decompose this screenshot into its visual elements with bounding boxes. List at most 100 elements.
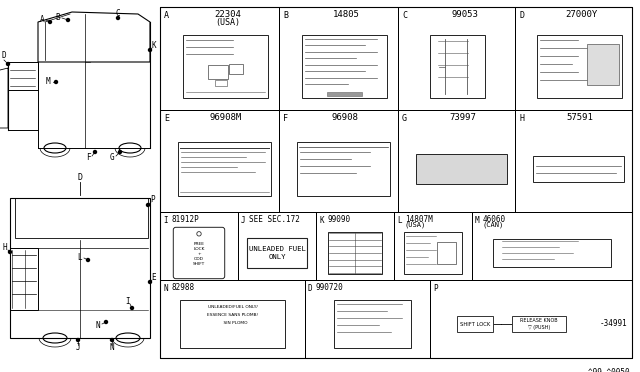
Bar (328, 92, 362, 96)
Text: 99090: 99090 (327, 215, 350, 224)
Bar (398, 110, 515, 212)
Text: L: L (77, 253, 83, 263)
Text: J: J (76, 343, 80, 353)
Text: 57591: 57591 (566, 113, 593, 122)
Circle shape (116, 16, 120, 19)
Bar (404, 232, 461, 274)
Text: 73997: 73997 (449, 113, 476, 122)
Circle shape (131, 307, 134, 310)
Text: E: E (164, 114, 169, 123)
Text: 14807M: 14807M (405, 215, 433, 224)
Bar (437, 243, 456, 263)
Text: UNLEADED FUEL
ONLY: UNLEADED FUEL ONLY (248, 246, 305, 260)
Circle shape (148, 280, 152, 283)
Bar (182, 35, 268, 99)
Bar (160, 7, 632, 358)
Bar (228, 64, 243, 74)
Text: I: I (163, 216, 168, 225)
Text: UNLEADED/FUEL ONLY/: UNLEADED/FUEL ONLY/ (207, 305, 257, 309)
Text: K: K (152, 42, 156, 51)
Text: B: B (283, 11, 288, 20)
Bar (430, 35, 485, 99)
Text: I: I (125, 298, 131, 307)
Text: 96908M: 96908M (209, 113, 242, 122)
Bar (305, 280, 430, 358)
Text: 46060: 46060 (483, 215, 506, 224)
Bar (279, 7, 398, 110)
Bar (398, 7, 515, 110)
Bar (160, 110, 279, 212)
Text: ▽ (PUSH): ▽ (PUSH) (528, 326, 550, 330)
Text: 27000Y: 27000Y (565, 10, 598, 19)
Text: F: F (86, 154, 90, 163)
Circle shape (6, 62, 10, 65)
Text: 990720: 990720 (316, 283, 344, 292)
Bar (160, 212, 238, 280)
Text: D: D (308, 284, 312, 293)
Circle shape (49, 20, 51, 23)
Text: B: B (56, 13, 60, 22)
Bar (533, 156, 624, 182)
Bar (416, 154, 507, 184)
Bar (493, 239, 611, 267)
Text: -34991: -34991 (599, 320, 627, 328)
Text: 14805: 14805 (333, 10, 360, 19)
Text: SHIFT LOCK: SHIFT LOCK (460, 321, 490, 327)
Bar (160, 7, 279, 110)
Text: RELEASE KNOB: RELEASE KNOB (520, 318, 558, 324)
Text: (CAN): (CAN) (483, 222, 504, 228)
Bar (430, 280, 632, 358)
Text: A: A (164, 11, 169, 20)
Bar (297, 142, 390, 196)
Text: M: M (475, 216, 479, 225)
Bar (587, 44, 619, 85)
Text: N: N (163, 284, 168, 293)
Text: (USA): (USA) (215, 18, 240, 27)
Text: D: D (2, 51, 6, 61)
Text: K: K (319, 216, 324, 225)
Text: P: P (150, 196, 156, 205)
Text: D: D (77, 173, 83, 183)
Bar (457, 316, 493, 332)
Circle shape (111, 339, 113, 341)
Text: (USA): (USA) (405, 222, 426, 228)
Bar (180, 300, 285, 348)
Bar (160, 280, 305, 358)
Bar (328, 232, 382, 274)
Circle shape (8, 250, 12, 253)
Bar (472, 212, 632, 280)
Text: E: E (152, 273, 156, 282)
Text: 22304: 22304 (214, 10, 241, 19)
Text: SIN PLOMO: SIN PLOMO (218, 321, 247, 325)
Text: G: G (109, 154, 115, 163)
Text: 96908: 96908 (331, 113, 358, 122)
Bar (178, 142, 271, 196)
Text: SEE SEC.172: SEE SEC.172 (249, 215, 300, 224)
Text: D: D (519, 11, 524, 20)
Text: P: P (433, 284, 438, 293)
Bar (512, 316, 566, 332)
Circle shape (67, 19, 70, 22)
Text: M: M (45, 77, 51, 87)
Bar (515, 110, 632, 212)
Circle shape (148, 48, 152, 51)
Circle shape (77, 339, 79, 341)
Text: G: G (402, 114, 407, 123)
Circle shape (54, 80, 58, 83)
Bar (238, 212, 316, 280)
Text: FREE
LOCK
+
ODD
SHIFT: FREE LOCK + ODD SHIFT (193, 242, 205, 266)
Bar (334, 300, 411, 348)
Text: 81912P: 81912P (171, 215, 199, 224)
Text: N: N (109, 343, 115, 353)
Circle shape (104, 321, 108, 324)
Text: F: F (283, 114, 288, 123)
Bar (515, 7, 632, 110)
Bar (301, 35, 387, 99)
Text: C: C (402, 11, 407, 20)
Circle shape (93, 151, 97, 154)
Bar (316, 212, 394, 280)
Text: C: C (116, 10, 120, 19)
Text: ESSENCE SANS PLOMB/: ESSENCE SANS PLOMB/ (207, 313, 258, 317)
Text: 99053: 99053 (451, 10, 478, 19)
Circle shape (86, 259, 90, 262)
